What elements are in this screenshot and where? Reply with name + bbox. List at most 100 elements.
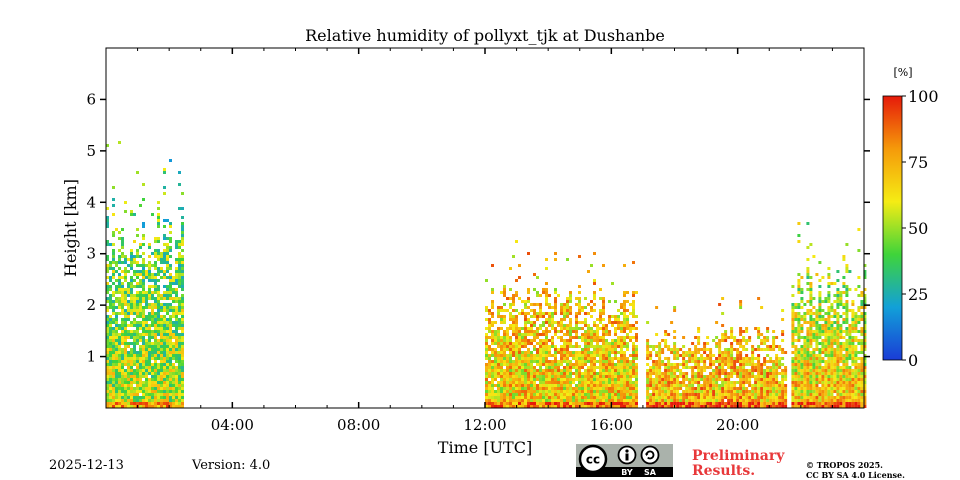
heatmap-cell: [611, 351, 614, 354]
heatmap-cell: [842, 363, 846, 366]
heatmap-cell: [148, 342, 151, 345]
heatmap-cell: [724, 330, 728, 333]
heatmap-cell: [781, 396, 785, 399]
heatmap-cell: [727, 390, 731, 393]
heatmap-cell: [497, 390, 500, 393]
heatmap-cell: [124, 297, 127, 300]
heatmap-cell: [658, 393, 662, 396]
heatmap-cell: [791, 327, 795, 330]
cc-by-sa-badge[interactable]: cc BY SA: [576, 444, 673, 477]
heatmap-cell: [800, 378, 804, 381]
heatmap-cell: [497, 360, 500, 363]
heatmap-cell: [551, 366, 554, 369]
heatmap-cell: [494, 336, 497, 339]
heatmap-cell: [794, 405, 798, 408]
heatmap-cell: [509, 372, 512, 375]
heatmap-cell: [172, 312, 175, 315]
heatmap-cell: [851, 339, 855, 342]
heatmap-cell: [536, 363, 539, 366]
heatmap-cell: [512, 330, 515, 333]
heatmap-cell: [178, 399, 181, 402]
heatmap-cell: [494, 330, 497, 333]
heatmap-cell: [121, 240, 124, 243]
heatmap-cell: [824, 387, 828, 390]
heatmap-cell: [763, 387, 767, 390]
heatmap-cell: [163, 363, 166, 366]
heatmap-cell: [830, 345, 834, 348]
heatmap-cell: [682, 345, 686, 348]
heatmap-cell: [718, 378, 722, 381]
heatmap-cell: [157, 390, 160, 393]
heatmap-cell: [709, 357, 713, 360]
heatmap-cell: [584, 345, 587, 348]
heatmap-cell: [587, 342, 590, 345]
heatmap-cell: [139, 315, 142, 318]
heatmap-cell: [733, 402, 737, 405]
heatmap-cell: [109, 333, 112, 336]
heatmap-cell: [500, 372, 503, 375]
heatmap-cell: [739, 372, 743, 375]
heatmap-cell: [566, 375, 569, 378]
heatmap-cell: [181, 264, 184, 267]
heatmap-cell: [569, 366, 572, 369]
heatmap-cell: [533, 405, 536, 408]
heatmap-cell: [157, 339, 160, 342]
heatmap-cell: [491, 303, 494, 306]
heatmap-cell: [488, 357, 491, 360]
heatmap-cell: [536, 396, 539, 399]
heatmap-cell: [724, 396, 728, 399]
heatmap-cell: [635, 333, 638, 336]
heatmap-cell: [178, 270, 181, 273]
heatmap-cell: [851, 378, 855, 381]
heatmap-cell: [721, 324, 725, 327]
heatmap-cell: [554, 288, 557, 291]
heatmap-cell: [667, 366, 671, 369]
heatmap-cell: [736, 387, 740, 390]
heatmap-cell: [151, 252, 154, 255]
heatmap-cell: [791, 303, 795, 306]
heatmap-cell: [791, 321, 795, 324]
heatmap-cell: [778, 387, 782, 390]
heatmap-cell: [145, 351, 148, 354]
heatmap-cell: [688, 396, 692, 399]
heatmap-cell: [521, 300, 524, 303]
heatmap-cell: [623, 315, 626, 318]
heatmap-cell: [670, 375, 674, 378]
heatmap-cell: [733, 384, 737, 387]
heatmap-cell: [530, 342, 533, 345]
heatmap-cell: [500, 354, 503, 357]
heatmap-cell: [652, 390, 656, 393]
heatmap-cell: [833, 369, 837, 372]
heatmap-cell: [784, 396, 788, 399]
heatmap-cell: [757, 369, 761, 372]
heatmap-cell: [781, 378, 785, 381]
heatmap-cell: [863, 273, 867, 276]
heatmap-cell: [800, 345, 804, 348]
heatmap-cell: [148, 345, 151, 348]
heatmap-cell: [709, 351, 713, 354]
heatmap-cell: [836, 306, 840, 309]
heatmap-cell: [130, 294, 133, 297]
heatmap-cell: [488, 336, 491, 339]
heatmap-cell: [745, 330, 749, 333]
heatmap-cell: [491, 384, 494, 387]
heatmap-cell: [521, 378, 524, 381]
heatmap-cell: [839, 369, 843, 372]
heatmap-cell: [797, 273, 801, 276]
heatmap-cell: [166, 270, 169, 273]
heatmap-cell: [178, 183, 181, 186]
heatmap-cell: [794, 303, 798, 306]
heatmap-cell: [151, 366, 154, 369]
heatmap-cell: [608, 399, 611, 402]
heatmap-cell: [154, 252, 157, 255]
heatmap-cell: [649, 387, 653, 390]
y-tick-label: 3: [86, 245, 96, 263]
heatmap-cell: [766, 354, 770, 357]
heatmap-cell: [142, 396, 145, 399]
heatmap-cell: [497, 315, 500, 318]
heatmap-cell: [157, 225, 160, 228]
heatmap-cell: [106, 381, 109, 384]
heatmap-cell: [136, 171, 139, 174]
heatmap-cell: [712, 369, 716, 372]
heatmap-cell: [803, 375, 807, 378]
